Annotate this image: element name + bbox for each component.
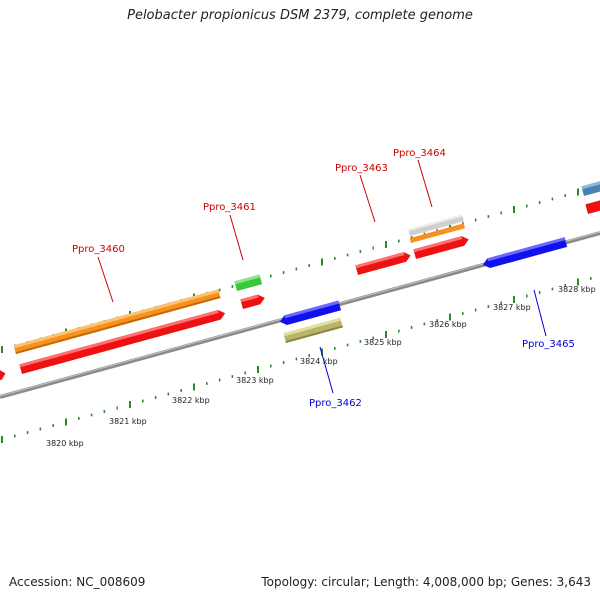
gene-ppro-3460-gene[interactable] (19, 308, 226, 374)
gene-left-partial[interactable] (0, 369, 7, 382)
scale-label-3825: 3825 kbp (364, 338, 402, 347)
gene-label-ppro-3463[interactable]: Ppro_3463 (335, 163, 388, 174)
gene-ppro-3464-silver[interactable] (408, 214, 465, 236)
gene-label-ppro-3465[interactable]: Ppro_3465 (522, 339, 575, 350)
gene-ppro-3464-gene[interactable] (413, 235, 470, 259)
scale-label-3824: 3824 kbp (300, 357, 338, 366)
gene-right-partial-red[interactable] (585, 200, 600, 214)
gene-label-ppro-3460[interactable]: Ppro_3460 (72, 244, 125, 255)
gene-ppro-3465-gene[interactable] (482, 237, 568, 269)
gene-ppro-3462-gene[interactable] (279, 300, 342, 327)
leader-line-ppro-3465 (533, 289, 547, 337)
gene-label-ppro-3464[interactable]: Ppro_3464 (393, 148, 446, 159)
gene-right-partial-steelblue[interactable] (581, 181, 600, 196)
leader-line-ppro-3460 (97, 256, 114, 303)
reverse-scale-ticks (1, 277, 592, 443)
gene-label-ppro-3462[interactable]: Ppro_3462 (309, 398, 362, 409)
genome-title: Pelobacter propionicus DSM 2379, complet… (127, 8, 473, 23)
scale-label-3821: 3821 kbp (109, 417, 147, 426)
gene-label-ppro-3461[interactable]: Ppro_3461 (203, 202, 256, 213)
leader-line-ppro-3461 (229, 214, 244, 261)
leader-line-ppro-3463 (359, 174, 376, 223)
leader-line-ppro-3462 (319, 346, 334, 394)
gene-ppro-3464-cds[interactable] (409, 223, 466, 243)
genome-summary-label: Topology: circular; Length: 4,008,000 bp… (261, 575, 591, 589)
scale-label-3827: 3827 kbp (493, 303, 531, 312)
scale-label-3826: 3826 kbp (429, 320, 467, 329)
gene-ppro-3462-cds[interactable] (283, 317, 343, 343)
scale-label-3820: 3820 kbp (46, 439, 84, 448)
scale-label-3823: 3823 kbp (236, 376, 274, 385)
gene-ppro-3463-gene[interactable] (355, 251, 412, 275)
scale-label-3828: 3828 kbp (558, 285, 596, 294)
gene-ppro-3461-gene[interactable] (240, 293, 266, 309)
gene-ppro-3461-rna[interactable] (234, 274, 263, 291)
gene-ppro-3460-cds[interactable] (13, 289, 221, 354)
scale-label-3822: 3822 kbp (172, 396, 210, 405)
leader-line-ppro-3464 (417, 159, 433, 208)
accession-label: Accession: NC_008609 (9, 575, 146, 589)
